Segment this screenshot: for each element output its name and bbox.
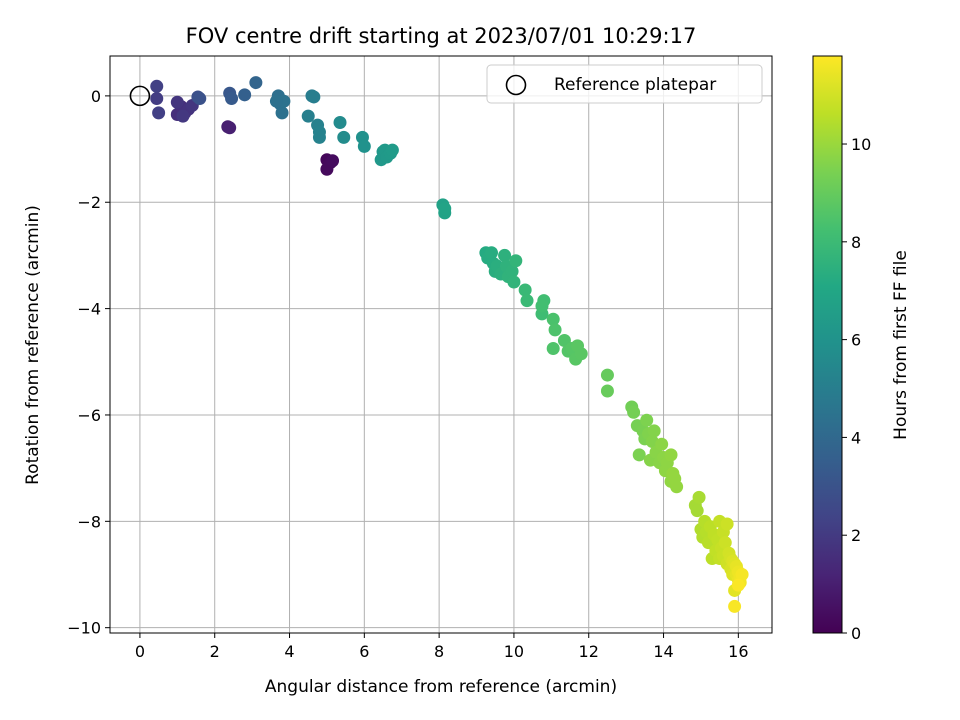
data-point bbox=[664, 448, 678, 462]
data-point bbox=[269, 94, 283, 108]
data-point bbox=[670, 480, 684, 494]
colorbar-tick-label: 10 bbox=[851, 135, 871, 154]
data-point bbox=[666, 466, 680, 480]
data-point bbox=[275, 106, 289, 120]
data-points bbox=[150, 76, 749, 613]
legend-entry: Reference platepar bbox=[554, 75, 716, 95]
data-point bbox=[238, 88, 252, 102]
data-point bbox=[600, 384, 614, 398]
chart-title: FOV centre drift starting at 2023/07/01 … bbox=[186, 24, 697, 48]
y-tick-label: −2 bbox=[77, 193, 101, 212]
data-point bbox=[735, 568, 749, 582]
y-tick-label: −4 bbox=[77, 300, 101, 319]
data-point bbox=[438, 202, 452, 216]
colorbar-tick-label: 0 bbox=[851, 624, 861, 643]
y-tick-label: −6 bbox=[77, 406, 101, 425]
reference-marker bbox=[129, 85, 151, 107]
plot-frame bbox=[109, 55, 773, 634]
data-point bbox=[518, 283, 532, 297]
data-point bbox=[548, 323, 562, 337]
data-point bbox=[647, 424, 661, 438]
data-point bbox=[632, 448, 646, 462]
data-point bbox=[357, 139, 371, 153]
colorbar-ticks: 0 2 4 6 8 10 bbox=[842, 135, 871, 643]
data-point bbox=[176, 109, 190, 123]
data-point bbox=[655, 437, 669, 451]
data-point bbox=[600, 368, 614, 382]
data-point bbox=[152, 106, 166, 120]
data-point bbox=[507, 275, 521, 289]
x-tick-label: 16 bbox=[728, 642, 748, 661]
data-point bbox=[535, 299, 549, 313]
legend-box bbox=[486, 64, 763, 104]
x-tick-label: 14 bbox=[653, 642, 673, 661]
data-point bbox=[225, 92, 239, 106]
data-point bbox=[223, 121, 237, 135]
colorbar-gradient bbox=[812, 55, 843, 634]
legend-marker bbox=[505, 74, 527, 96]
data-point bbox=[312, 125, 326, 139]
data-point bbox=[571, 339, 585, 353]
data-point bbox=[627, 405, 641, 419]
data-point bbox=[546, 341, 560, 355]
legend: Reference platepar bbox=[486, 64, 763, 104]
data-point bbox=[249, 76, 263, 90]
y-axis-label: Rotation from reference (arcmin) bbox=[23, 205, 43, 485]
colorbar-tick-label: 4 bbox=[851, 428, 861, 447]
data-point bbox=[337, 130, 351, 144]
data-point bbox=[307, 90, 321, 104]
grid-lines bbox=[110, 56, 772, 633]
x-tick-label: 0 bbox=[135, 642, 145, 661]
data-point bbox=[509, 254, 523, 268]
x-tick-label: 8 bbox=[434, 642, 444, 661]
data-point bbox=[546, 312, 560, 326]
x-axis-ticks: 0 2 4 6 8 10 12 14 16 bbox=[135, 633, 749, 661]
data-point bbox=[333, 115, 347, 129]
data-point bbox=[505, 264, 519, 278]
colorbar-tick-label: 2 bbox=[851, 526, 861, 545]
data-point bbox=[520, 294, 534, 308]
data-point bbox=[326, 154, 340, 168]
y-tick-label: −10 bbox=[67, 619, 101, 638]
data-point bbox=[150, 92, 164, 106]
colorbar-label: Hours from first FF file bbox=[891, 250, 911, 440]
data-point bbox=[498, 248, 512, 262]
data-point bbox=[718, 536, 732, 550]
x-tick-label: 2 bbox=[210, 642, 220, 661]
data-point bbox=[385, 143, 399, 157]
data-point bbox=[690, 504, 704, 518]
x-tick-label: 4 bbox=[284, 642, 294, 661]
data-point bbox=[150, 79, 164, 93]
x-tick-label: 12 bbox=[579, 642, 599, 661]
data-point bbox=[692, 490, 706, 504]
data-point bbox=[301, 109, 315, 123]
data-point bbox=[170, 95, 184, 109]
data-point bbox=[720, 517, 734, 531]
data-point bbox=[484, 246, 498, 260]
y-axis-ticks: 0 −2 −4 −6 −8 −10 bbox=[67, 87, 110, 638]
colorbar-tick-label: 6 bbox=[851, 331, 861, 350]
y-tick-label: 0 bbox=[91, 87, 101, 106]
colorbar: 0 2 4 6 8 10 Hours from first FF file bbox=[812, 55, 911, 643]
data-point bbox=[731, 578, 745, 592]
y-tick-label: −8 bbox=[77, 512, 101, 531]
colorbar-tick-label: 8 bbox=[851, 233, 861, 252]
data-point bbox=[640, 413, 654, 427]
x-tick-label: 6 bbox=[359, 642, 369, 661]
data-point bbox=[728, 599, 742, 613]
x-axis-label: Angular distance from reference (arcmin) bbox=[265, 677, 617, 697]
x-tick-label: 10 bbox=[504, 642, 524, 661]
data-point bbox=[193, 92, 207, 106]
